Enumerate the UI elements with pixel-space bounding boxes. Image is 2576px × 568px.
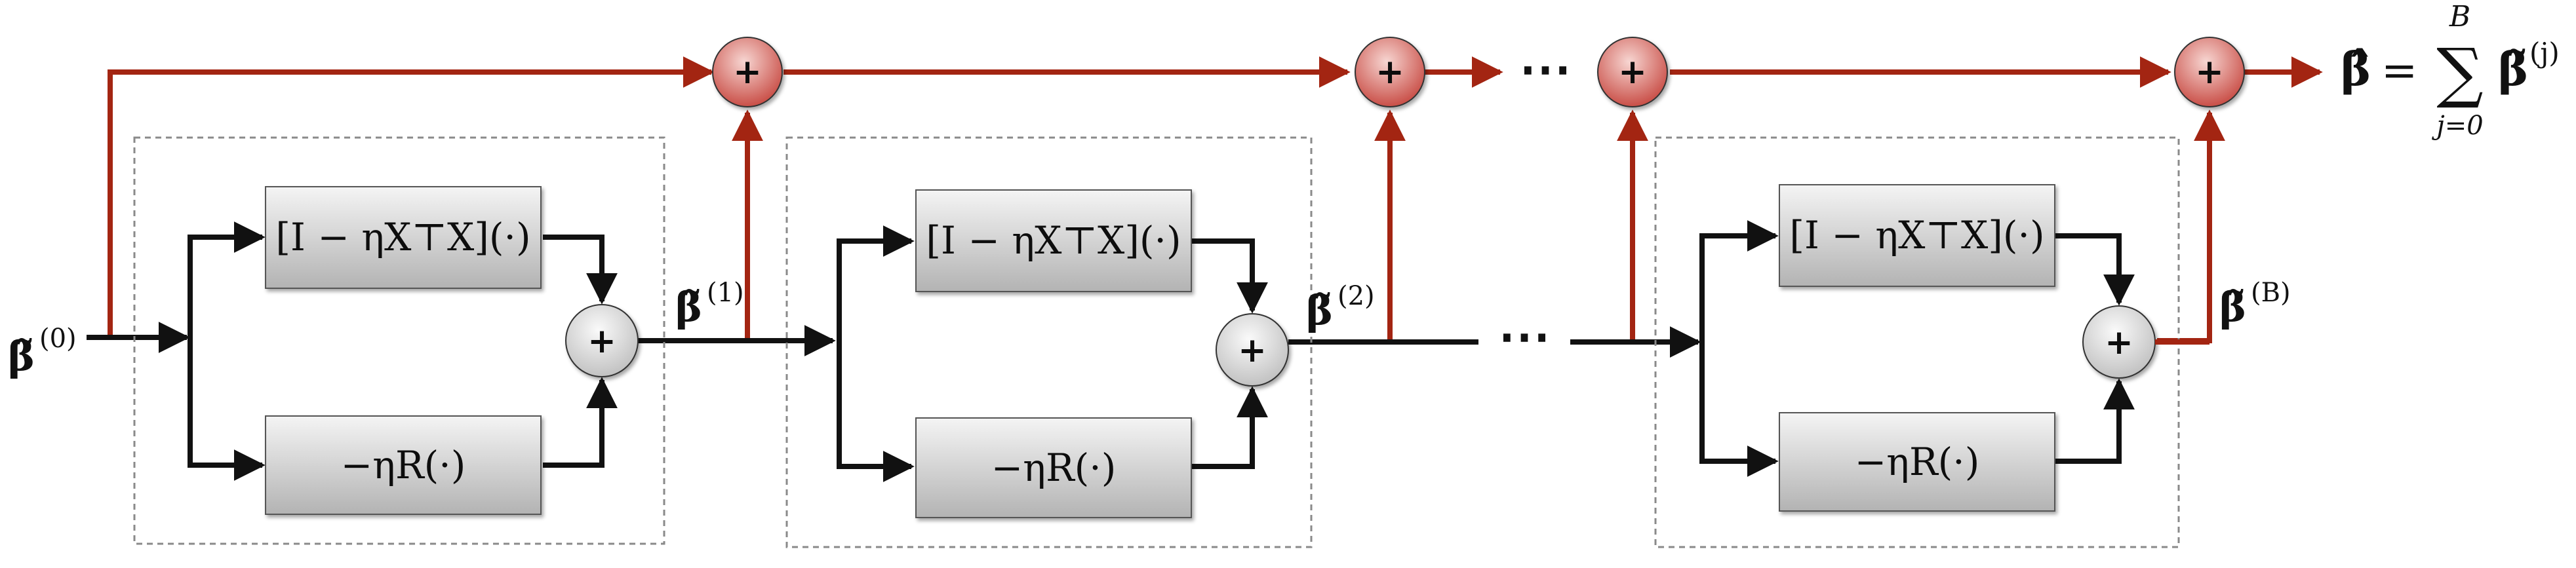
top-ellipsis: ⋯ — [1519, 37, 1572, 99]
block-3-output-label-superscript: (B) — [2251, 278, 2291, 308]
final-output-term-superscript: (j) — [2529, 37, 2560, 69]
iteration-block-1: [I − ηX⊤X](·) −ηR(·) + β̃ (1) — [133, 136, 744, 545]
block-1-split-top — [188, 221, 266, 341]
block-3-adder-symbol: + — [2105, 323, 2133, 362]
block-3-output-label-base: β̃ — [2219, 283, 2246, 331]
block-3-output-label: β̃ (B) — [2219, 278, 2291, 331]
block-1-top-box: [I − ηX⊤X](·) — [265, 186, 542, 289]
block-1-bottom-box: −ηR(·) — [265, 415, 542, 515]
block-1-top-to-adder — [543, 235, 618, 305]
block-1-adder-symbol: + — [587, 322, 616, 361]
block-1-output-label: β̃ (1) — [675, 278, 744, 331]
accumulator-adder-3-symbol: + — [1618, 52, 1647, 92]
block-2-split-top — [837, 225, 915, 341]
block-2-top-box: [I − ηX⊤X](·) — [915, 189, 1192, 292]
block-1-output-label-superscript: (1) — [707, 278, 744, 308]
block-1-dashed-frame — [133, 136, 665, 545]
block-2-bottom-to-adder — [1192, 386, 1268, 469]
accumulator-adder-2-symbol: + — [1376, 52, 1404, 92]
block-2-output-label-base: β̃ — [1306, 286, 1333, 334]
accumulator-adder-1: + — [712, 37, 783, 107]
block-2-adder: + — [1216, 313, 1289, 387]
block-2-bottom-box-label: −ηR(·) — [991, 445, 1117, 490]
block-2-dashed-frame — [785, 136, 1313, 548]
signal-path — [87, 220, 2135, 482]
block-1-adder: + — [565, 304, 639, 377]
block-3-bottom-to-adder — [2055, 378, 2135, 464]
accumulator-adder-1-symbol: + — [733, 52, 762, 92]
block-3-adder: + — [2082, 305, 2156, 379]
accumulator-feed-final — [2157, 109, 2225, 343]
block-3-bottom-box-label: −ηR(·) — [1855, 440, 1980, 484]
block-2-output-label-superscript: (2) — [1338, 281, 1375, 311]
block-3-bottom-box: −ηR(·) — [1779, 412, 2055, 512]
final-output-lhs: β̂ — [2341, 42, 2371, 96]
final-output-equals: = — [2381, 45, 2417, 96]
block-1-bottom-to-adder — [543, 377, 618, 468]
block-3-split-bottom — [1699, 342, 1779, 477]
final-output-sum-upper: B — [2449, 0, 2470, 33]
block-2-adder-symbol: + — [1238, 331, 1267, 370]
final-output-expression: β̂ = B ∑ j=0 β̃ (j) — [2341, 0, 2560, 141]
final-output-sum-lower: j=0 — [2431, 111, 2483, 141]
block-2-split-bottom — [837, 341, 915, 482]
accumulator-adder-3: + — [1597, 37, 1668, 107]
block-3-top-box-label: [I − ηX⊤X](·) — [1789, 213, 2044, 257]
input-label-superscript: (0) — [39, 324, 77, 354]
block-2-top-to-adder — [1192, 238, 1268, 314]
input-label: β̃ (0) — [8, 324, 77, 380]
iteration-block-2: [I − ηX⊤X](·) −ηR(·) + β̃ (2) — [785, 136, 1375, 548]
accumulator-adder-4: + — [2174, 37, 2245, 107]
block-3-top-box: [I − ηX⊤X](·) — [1779, 184, 2055, 287]
block-2-output-label: β̃ (2) — [1306, 281, 1375, 334]
iteration-block-3: [I − ηX⊤X](·) −ηR(·) + β̃ (B) — [1654, 136, 2291, 548]
block-1-split-bottom — [188, 341, 266, 481]
block-1-bottom-box-label: −ηR(·) — [341, 443, 466, 487]
middle-ellipsis: ⋯ — [1498, 305, 1551, 366]
block-2-top-box-label: [I − ηX⊤X](·) — [926, 218, 1181, 263]
block-2-bottom-box: −ηR(·) — [915, 417, 1192, 518]
final-output-sum-symbol: ∑ — [2436, 34, 2483, 111]
block-3-split-top — [1699, 220, 1779, 342]
block-1-output-label-base: β̃ — [675, 283, 702, 331]
block-3-top-to-adder — [2055, 233, 2135, 306]
accumulator-start-line — [108, 56, 715, 337]
accumulator-adder-4-symbol: + — [2195, 52, 2224, 92]
accumulator-adder-2: + — [1355, 37, 1425, 107]
final-output-term-base: β̃ — [2498, 42, 2528, 96]
block-1-top-box-label: [I − ηX⊤X](·) — [275, 215, 530, 259]
input-label-base: β̃ — [8, 332, 35, 380]
